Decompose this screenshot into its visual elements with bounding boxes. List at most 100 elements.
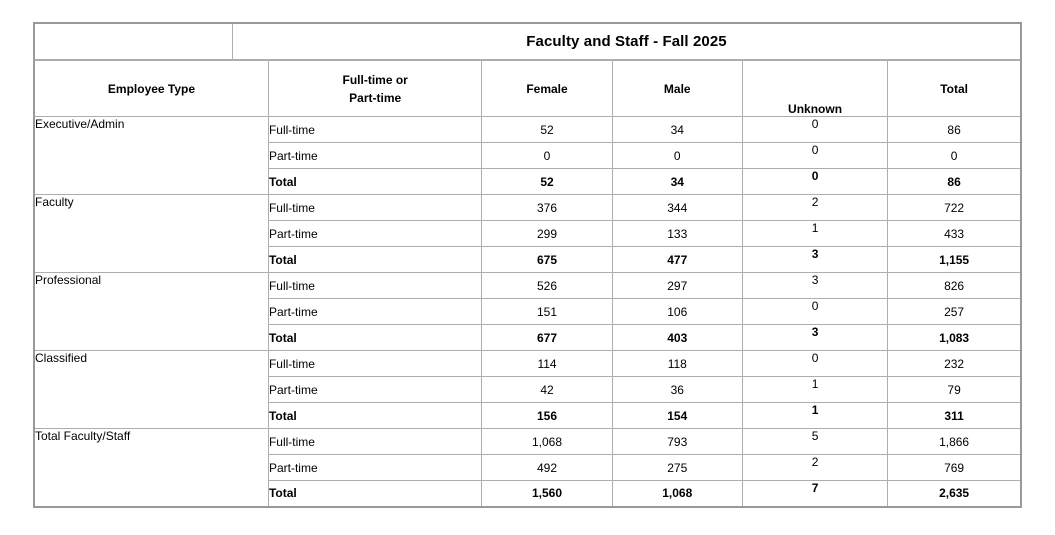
row-label-cell: Full-time — [267, 272, 483, 299]
report-title: Faculty and Staff - Fall 2025 — [526, 33, 727, 50]
male-value: 106 — [611, 298, 743, 325]
data-table: Employee Type Full-time or Part-time Fem… — [33, 60, 1022, 508]
total-value: 433 — [887, 220, 1022, 247]
male-value: 34 — [611, 116, 743, 143]
unknown-value: 1 — [741, 402, 889, 429]
col-header-employee-type: Employee Type — [33, 60, 269, 117]
total-value: 86 — [887, 168, 1022, 195]
table-row-total: Total 52 34 0 86 — [34, 168, 1022, 195]
male-value: 34 — [611, 168, 743, 195]
table-row-total: Total 1,560 1,068 7 2,635 — [34, 480, 1022, 507]
table-row: Classified Full-time 114 118 0 232 — [33, 350, 1022, 429]
row-label-cell: Full-time — [267, 428, 483, 455]
unknown-value: 3 — [741, 324, 889, 351]
male-value: 154 — [611, 402, 743, 429]
unknown-value: 2 — [741, 194, 889, 221]
unknown-value: 1 — [741, 376, 889, 403]
table-row: Total Faculty/Staff Full-time 1,068 793 … — [33, 428, 1022, 507]
table-row: Faculty Full-time 376 344 2 722 — [33, 194, 1022, 273]
female-value: 0 — [481, 142, 613, 169]
unknown-value: 1 — [741, 220, 889, 247]
female-value: 52 — [481, 116, 613, 143]
unknown-value: 2 — [741, 454, 889, 481]
table-row: Part-time 492 275 2 769 — [34, 454, 1022, 481]
row-label-cell: Part-time — [267, 142, 483, 169]
row-label-cell: Part-time — [267, 376, 483, 403]
female-value: 1,560 — [481, 480, 613, 507]
female-value: 677 — [481, 324, 613, 351]
male-value: 0 — [611, 142, 743, 169]
total-value: 232 — [887, 350, 1022, 377]
row-label-cell: Total — [267, 480, 483, 507]
male-value: 297 — [611, 272, 743, 299]
total-value: 257 — [887, 298, 1022, 325]
total-value: 1,155 — [887, 246, 1022, 273]
female-value: 675 — [481, 246, 613, 273]
total-value: 0 — [887, 142, 1022, 169]
header-row: Employee Type Full-time or Part-time Fem… — [33, 60, 1022, 117]
employee-type-cell: Executive/Admin — [33, 116, 269, 195]
total-value: 722 — [887, 194, 1022, 221]
row-label-cell: Part-time — [267, 298, 483, 325]
col-header-total: Total — [887, 60, 1022, 117]
male-value: 118 — [611, 350, 743, 377]
unknown-value: 0 — [741, 168, 889, 195]
female-value: 156 — [481, 402, 613, 429]
total-value: 769 — [887, 454, 1022, 481]
female-value: 526 — [481, 272, 613, 299]
unknown-value: 3 — [741, 272, 889, 299]
faculty-staff-report-table: Faculty and Staff - Fall 2025 Employee T… — [33, 22, 1022, 508]
female-value: 52 — [481, 168, 613, 195]
col-header-male: Male — [611, 60, 743, 117]
female-value: 299 — [481, 220, 613, 247]
male-value: 36 — [611, 376, 743, 403]
female-value: 114 — [481, 350, 613, 377]
male-value: 1,068 — [611, 480, 743, 507]
total-value: 1,083 — [887, 324, 1022, 351]
table-row-total: Total 677 403 3 1,083 — [34, 324, 1022, 351]
female-value: 1,068 — [481, 428, 613, 455]
female-value: 492 — [481, 454, 613, 481]
row-label-cell: Total — [267, 168, 483, 195]
female-value: 42 — [481, 376, 613, 403]
row-label-cell: Total — [267, 246, 483, 273]
table-row: Part-time 0 0 0 0 — [34, 142, 1022, 169]
unknown-value: 0 — [741, 298, 889, 325]
employee-type-cell: Total Faculty/Staff — [33, 428, 269, 507]
unknown-value: 0 — [741, 116, 889, 143]
total-value: 86 — [887, 116, 1022, 143]
row-label-cell: Total — [267, 402, 483, 429]
col-header-female: Female — [481, 60, 613, 117]
unknown-value: 0 — [741, 142, 889, 169]
male-value: 344 — [611, 194, 743, 221]
total-value: 826 — [887, 272, 1022, 299]
female-value: 151 — [481, 298, 613, 325]
col-header-unknown: Unknown — [741, 60, 889, 117]
table-row: Part-time 42 36 1 79 — [34, 376, 1022, 403]
male-value: 275 — [611, 454, 743, 481]
male-value: 477 — [611, 246, 743, 273]
row-label-cell: Part-time — [267, 220, 483, 247]
unknown-value: 7 — [741, 480, 889, 507]
table-row: Professional Full-time 526 297 3 826 — [33, 272, 1022, 351]
employee-type-cell: Faculty — [33, 194, 269, 273]
unknown-value: 3 — [741, 246, 889, 273]
total-value: 79 — [887, 376, 1022, 403]
row-label-cell: Part-time — [267, 454, 483, 481]
employee-type-cell: Professional — [33, 272, 269, 351]
male-value: 133 — [611, 220, 743, 247]
unknown-value: 0 — [741, 350, 889, 377]
title-spacer-cell — [35, 24, 233, 59]
male-value: 403 — [611, 324, 743, 351]
row-label-cell: Full-time — [267, 194, 483, 221]
table-row: Executive/Admin Full-time 52 34 0 86 — [33, 116, 1022, 195]
row-label-cell: Full-time — [267, 116, 483, 143]
total-value: 1,866 — [887, 428, 1022, 455]
female-value: 376 — [481, 194, 613, 221]
total-value: 311 — [887, 402, 1022, 429]
employee-type-cell: Classified — [33, 350, 269, 429]
row-label-cell: Total — [267, 324, 483, 351]
title-band: Faculty and Staff - Fall 2025 — [33, 22, 1022, 60]
row-label-cell: Full-time — [267, 350, 483, 377]
